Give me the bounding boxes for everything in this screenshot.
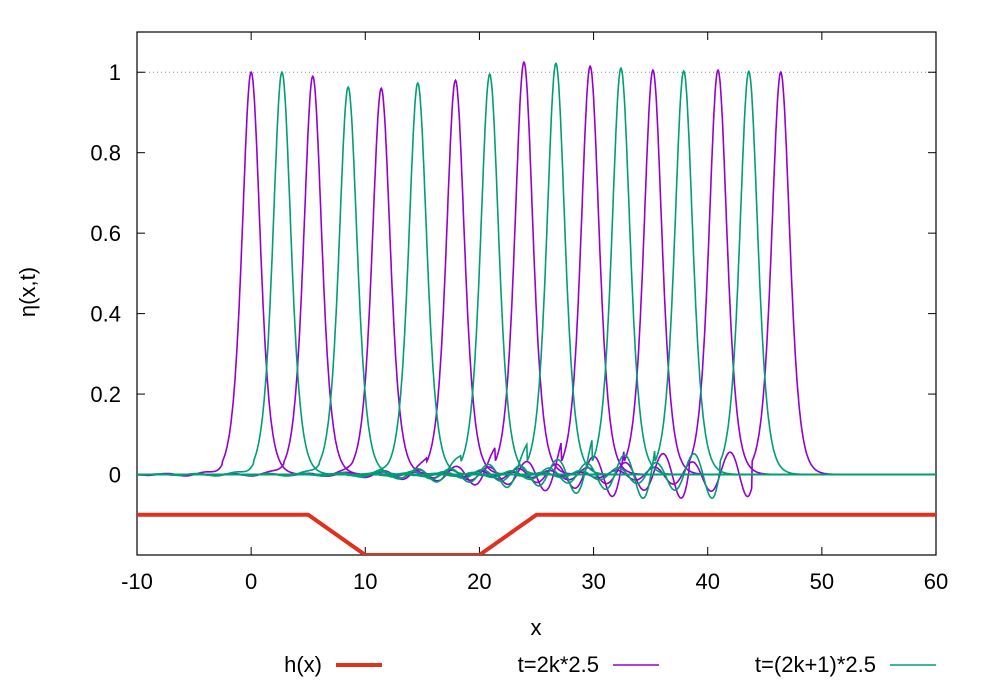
x-tick-labels: -10 0 10 20 30 40 50 60 [121,569,948,594]
y-tick-labels: 0 0.2 0.4 0.6 0.8 1 [90,60,121,487]
plot-frame [136,31,937,556]
y-tick-label: 0.2 [90,382,121,407]
y-tick-label: 0.8 [90,141,121,166]
x-tick-label: 0 [245,569,257,594]
legend: h(x) t=2k*2.5 t=(2k+1)*2.5 [284,652,936,677]
x-tick-label: 40 [695,569,719,594]
series-line-odd-4 [137,61,936,489]
y-tick-label: 0.6 [90,221,121,246]
x-tick-label: -10 [121,569,153,594]
y-axis-label: η(x,t) [15,267,40,317]
x-tick-label: 50 [810,569,834,594]
series-line-odd-7 [137,69,936,499]
series-curves [137,60,936,500]
x-tick-label: 60 [924,569,948,594]
x-tick-label: 10 [353,569,377,594]
legend-label-h: h(x) [284,652,322,677]
x-tick-label: 20 [467,569,491,594]
series-line-odd-5 [137,66,936,494]
x-axis-label: x [531,615,542,640]
legend-label-even: t=2k*2.5 [518,652,599,677]
y-tick-label: 0.4 [90,302,121,327]
legend-label-odd: t=(2k+1)*2.5 [755,652,876,677]
y-tick-label: 1 [109,60,121,85]
series-line-even-5 [137,64,936,492]
series-line-h [137,512,936,555]
x-tick-label: 30 [581,569,605,594]
y-tick-label: 0 [109,463,121,488]
